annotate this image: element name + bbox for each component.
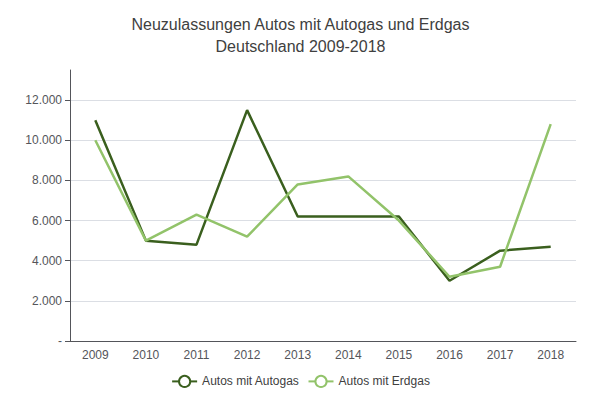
svg-text:4.000: 4.000 — [32, 254, 62, 268]
svg-text:2016: 2016 — [436, 348, 463, 362]
svg-text:Autos mit Autogas: Autos mit Autogas — [202, 374, 299, 388]
svg-text:2014: 2014 — [335, 348, 362, 362]
svg-text:-: - — [58, 334, 62, 348]
svg-text:12.000: 12.000 — [25, 93, 62, 107]
svg-text:2009: 2009 — [82, 348, 109, 362]
svg-text:Deutschland 2009-2018: Deutschland 2009-2018 — [216, 38, 386, 55]
svg-text:8.000: 8.000 — [32, 173, 62, 187]
svg-text:2.000: 2.000 — [32, 294, 62, 308]
svg-text:2010: 2010 — [133, 348, 160, 362]
svg-text:10.000: 10.000 — [25, 133, 62, 147]
svg-text:2011: 2011 — [184, 348, 210, 362]
svg-text:2017: 2017 — [487, 348, 514, 362]
svg-text:2015: 2015 — [386, 348, 413, 362]
svg-text:Autos mit Erdgas: Autos mit Erdgas — [339, 374, 430, 388]
svg-text:Neuzulassungen Autos mit Autog: Neuzulassungen Autos mit Autogas und Erd… — [132, 16, 470, 33]
svg-text:2012: 2012 — [234, 348, 261, 362]
svg-text:6.000: 6.000 — [32, 214, 62, 228]
svg-text:2018: 2018 — [537, 348, 564, 362]
svg-text:2013: 2013 — [284, 348, 311, 362]
